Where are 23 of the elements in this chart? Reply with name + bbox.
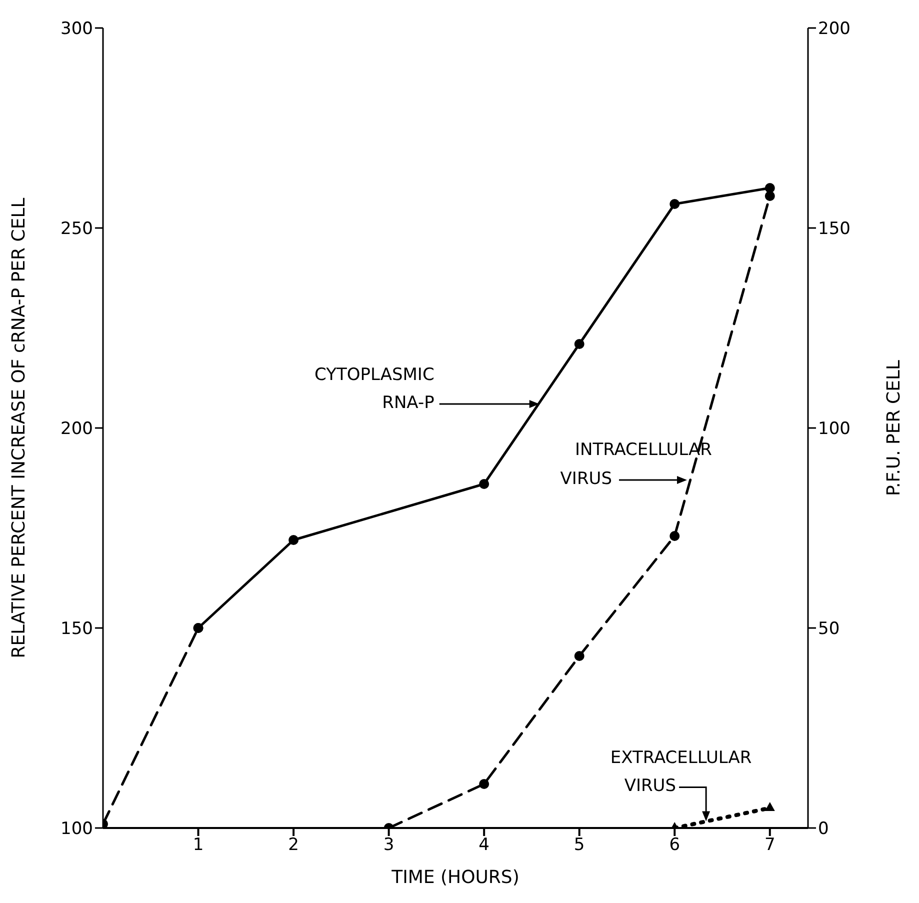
x-tick-label: 2 — [288, 835, 299, 856]
annotation: INTRACELLULAR VIRUS — [560, 440, 712, 489]
annotation: EXTRACELLULAR VIRUS — [610, 748, 752, 796]
x-axis-title: TIME (HOURS) — [390, 867, 520, 888]
y-tick-label: 150 — [60, 619, 93, 640]
y-tick-label: 300 — [60, 19, 93, 40]
y-tick-label: 250 — [60, 219, 93, 240]
x-tick-label: 1 — [192, 835, 204, 856]
y2-tick-label: 0 — [818, 819, 829, 840]
y2-tick-label: 100 — [818, 419, 850, 440]
y2-tick-label: 200 — [818, 19, 850, 40]
annotation: CYTOPLASMIC RNA-P — [314, 365, 434, 413]
y2-axis-title: P.F.U. PER CELL — [883, 360, 904, 496]
x-tick-label: 5 — [574, 835, 585, 856]
y-tick-label: 200 — [60, 419, 93, 440]
x-tick-label: 7 — [764, 835, 776, 856]
x-tick-label: 3 — [383, 835, 394, 856]
y2-tick-label: 50 — [818, 619, 840, 640]
x-tick-label: 4 — [478, 835, 490, 856]
x-tick-label: 6 — [669, 835, 680, 856]
y2-tick-label: 150 — [818, 219, 850, 240]
y-tick-label: 100 — [60, 819, 93, 840]
y-axis-title: RELATIVE PERCENT INCREASE OF cRNA-P PER CELL — [8, 198, 30, 658]
